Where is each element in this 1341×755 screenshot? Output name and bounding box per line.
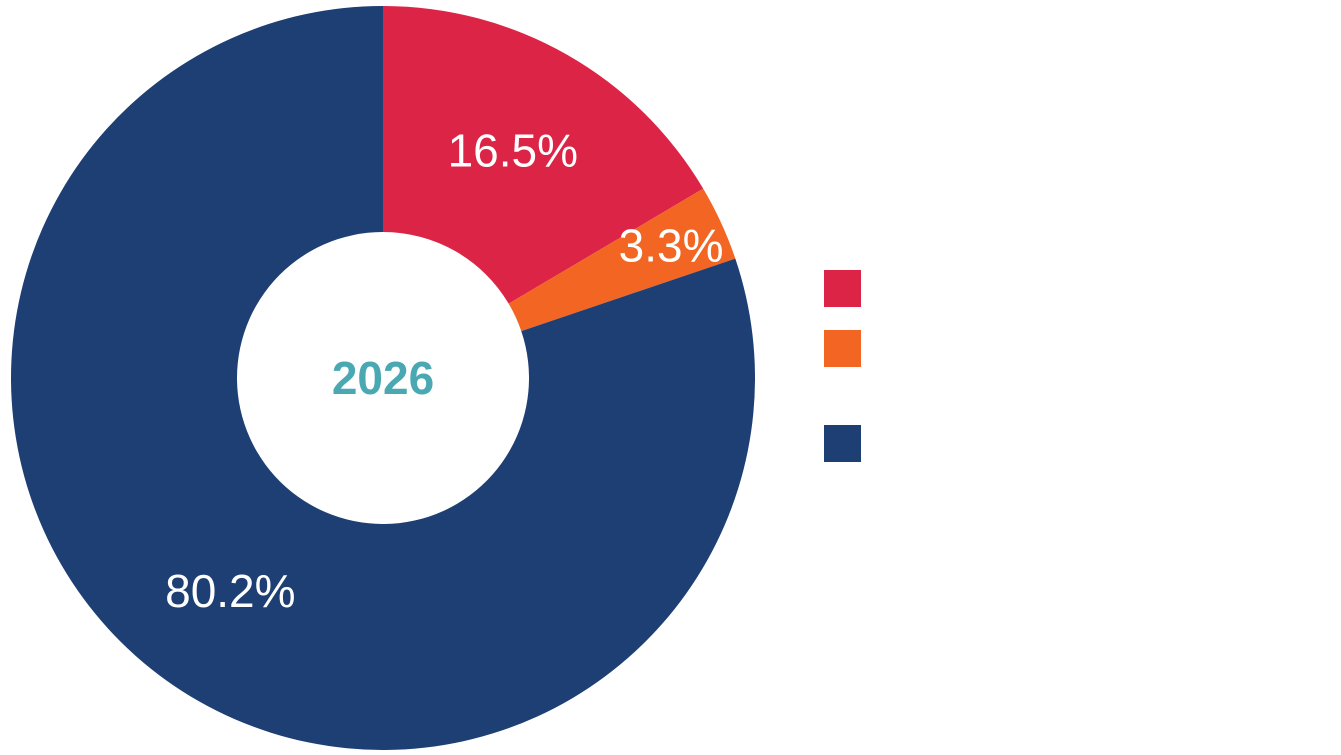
donut-slice (508, 188, 736, 332)
legend-swatch (824, 425, 861, 462)
legend-item (824, 270, 861, 307)
legend-swatch (824, 270, 861, 307)
donut-slice (383, 6, 704, 304)
donut-center-label: 2026 (332, 352, 434, 404)
slice-labels: 16.5% 3.3% 80.2% (165, 124, 723, 617)
legend-swatch (824, 330, 861, 367)
legend-item (824, 425, 861, 462)
legend (824, 270, 861, 462)
slice-value-label: 16.5% (448, 124, 578, 176)
slice-value-label: 3.3% (619, 220, 724, 272)
donut-slice (10, 6, 755, 750)
donut-slices (10, 6, 755, 750)
slice-value-label: 80.2% (165, 565, 295, 617)
legend-item (824, 330, 861, 367)
